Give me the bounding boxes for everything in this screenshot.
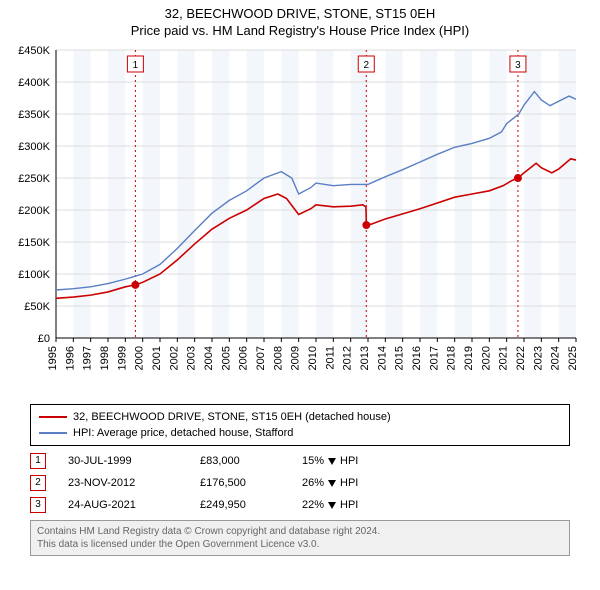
svg-text:2015: 2015: [394, 346, 406, 370]
chart-svg: £0 £50K £100K £150K £200K £250K £300K £350K £400…: [0, 38, 600, 398]
legend-swatch: [39, 416, 67, 418]
legend: 32, BEECHWOOD DRIVE, STONE, ST15 0EH (de…: [30, 404, 570, 446]
transaction-diff: 15%HPI: [302, 455, 402, 467]
svg-text:1996: 1996: [64, 346, 76, 370]
svg-text:£350K: £350K: [18, 109, 50, 121]
svg-text:2010: 2010: [307, 346, 319, 370]
svg-text:2002: 2002: [168, 346, 180, 370]
transaction-price: £249,950: [200, 499, 280, 511]
transaction-date: 23-NOV-2012: [68, 477, 178, 489]
svg-text:£300K: £300K: [18, 141, 50, 153]
svg-text:2: 2: [363, 60, 369, 71]
svg-text:2006: 2006: [238, 346, 250, 370]
svg-text:2024: 2024: [550, 346, 562, 370]
legend-label: 32, BEECHWOOD DRIVE, STONE, ST15 0EH (de…: [73, 409, 391, 425]
svg-text:2000: 2000: [134, 346, 146, 370]
transaction-badge: 3: [30, 497, 46, 513]
svg-text:3: 3: [515, 60, 521, 71]
svg-text:2019: 2019: [463, 346, 475, 370]
chart-titles: 32, BEECHWOOD DRIVE, STONE, ST15 0EH Pri…: [0, 0, 600, 38]
svg-text:£400K: £400K: [18, 77, 50, 89]
legend-swatch: [39, 432, 67, 434]
svg-text:2008: 2008: [272, 346, 284, 370]
footer-line1: Contains HM Land Registry data © Crown c…: [37, 525, 563, 538]
transaction-diff: 26%HPI: [302, 477, 402, 489]
svg-text:2009: 2009: [290, 346, 302, 370]
transaction-date: 30-JUL-1999: [68, 455, 178, 467]
chart-container: 32, BEECHWOOD DRIVE, STONE, ST15 0EH Pri…: [0, 0, 600, 556]
svg-text:£250K: £250K: [18, 173, 50, 185]
svg-text:£50K: £50K: [24, 301, 50, 313]
svg-text:£100K: £100K: [18, 269, 50, 281]
svg-text:£150K: £150K: [18, 237, 50, 249]
transaction-badge: 2: [30, 475, 46, 491]
svg-text:2004: 2004: [203, 346, 215, 370]
svg-text:2016: 2016: [411, 346, 423, 370]
transaction-diff: 22%HPI: [302, 499, 402, 511]
svg-text:£450K: £450K: [18, 45, 50, 57]
svg-text:2018: 2018: [446, 346, 458, 370]
transaction-row: 3 24-AUG-2021 £249,950 22%HPI: [30, 494, 570, 516]
transaction-price: £176,500: [200, 477, 280, 489]
svg-text:2017: 2017: [428, 346, 440, 370]
footer-line2: This data is licensed under the Open Gov…: [37, 538, 563, 551]
svg-text:1999: 1999: [116, 346, 128, 370]
svg-text:2005: 2005: [220, 346, 232, 370]
svg-text:2013: 2013: [359, 346, 371, 370]
chart-plot: £0 £50K £100K £150K £200K £250K £300K £350K £400…: [0, 38, 600, 398]
svg-text:£0: £0: [38, 333, 50, 345]
svg-text:2021: 2021: [498, 346, 510, 370]
svg-text:2001: 2001: [151, 346, 163, 370]
svg-text:2020: 2020: [480, 346, 492, 370]
svg-text:2011: 2011: [324, 346, 336, 370]
arrow-down-icon: [328, 502, 336, 509]
svg-text:1995: 1995: [47, 346, 59, 370]
svg-text:2003: 2003: [186, 346, 198, 370]
svg-text:2022: 2022: [515, 346, 527, 370]
title-address: 32, BEECHWOOD DRIVE, STONE, ST15 0EH: [0, 6, 600, 21]
transaction-row: 1 30-JUL-1999 £83,000 15%HPI: [30, 450, 570, 472]
arrow-down-icon: [328, 458, 336, 465]
svg-text:1997: 1997: [82, 346, 94, 370]
transaction-price: £83,000: [200, 455, 280, 467]
legend-label: HPI: Average price, detached house, Staf…: [73, 425, 293, 441]
svg-text:1: 1: [133, 60, 139, 71]
legend-item: HPI: Average price, detached house, Staf…: [39, 425, 561, 441]
svg-text:2025: 2025: [567, 346, 579, 370]
footer-attribution: Contains HM Land Registry data © Crown c…: [30, 520, 570, 556]
transaction-table: 1 30-JUL-1999 £83,000 15%HPI 2 23-NOV-2012 £17…: [30, 450, 570, 516]
title-subtitle: Price paid vs. HM Land Registry's House …: [0, 23, 600, 38]
svg-text:2023: 2023: [532, 346, 544, 370]
svg-text:£200K: £200K: [18, 205, 50, 217]
legend-item: 32, BEECHWOOD DRIVE, STONE, ST15 0EH (de…: [39, 409, 561, 425]
svg-text:2007: 2007: [255, 346, 267, 370]
transaction-badge: 1: [30, 453, 46, 469]
svg-text:2012: 2012: [342, 346, 354, 370]
svg-text:2014: 2014: [376, 346, 388, 370]
transaction-row: 2 23-NOV-2012 £176,500 26%HPI: [30, 472, 570, 494]
arrow-down-icon: [328, 480, 336, 487]
transaction-date: 24-AUG-2021: [68, 499, 178, 511]
svg-text:1998: 1998: [99, 346, 111, 370]
